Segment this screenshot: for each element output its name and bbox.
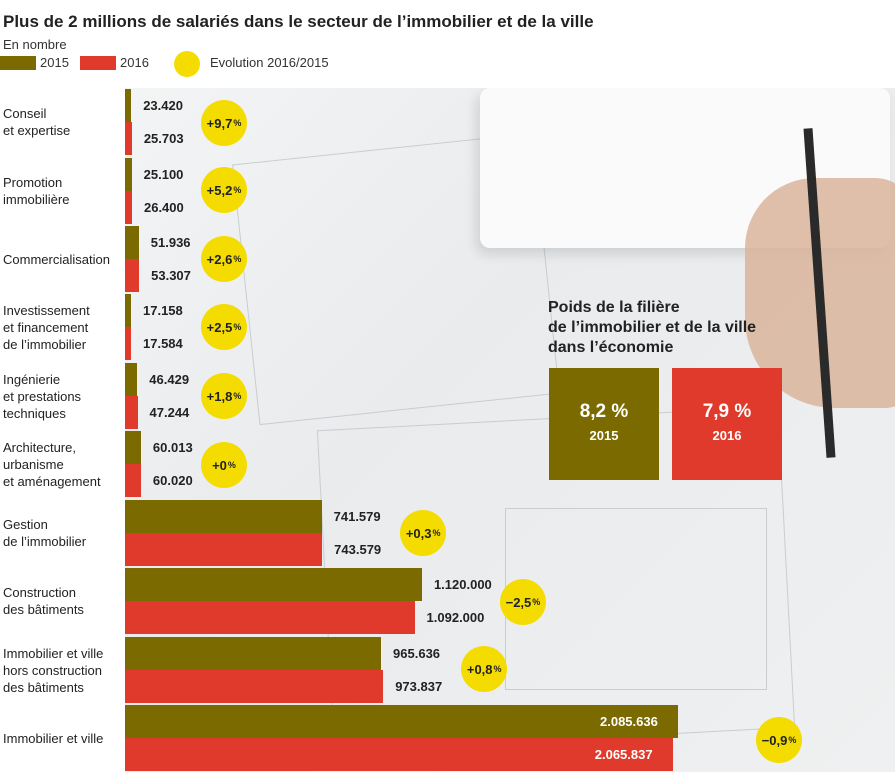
evolution-value: +0 xyxy=(212,457,227,473)
weight-value-2015: 8,2 % xyxy=(579,401,629,422)
evolution-value: +0,8 xyxy=(466,661,493,677)
value-label-2015: 2.085.636 xyxy=(600,714,658,729)
evolution-bubble: +1,8% xyxy=(201,373,247,419)
evolution-bubble: −2,5% xyxy=(499,579,546,625)
evolution-bubble: +0,8% xyxy=(461,646,508,692)
bar-2015 xyxy=(125,500,322,533)
bar-2016 xyxy=(125,464,141,497)
category-label: Construction des bâtiments xyxy=(3,585,84,617)
bar-2016 xyxy=(125,259,140,292)
category-label: Conseil et expertise xyxy=(3,106,71,138)
value-label-2015: 51.936 xyxy=(150,235,191,250)
category-label: Immobilier et ville hors construction de… xyxy=(3,645,104,695)
bar-2016 xyxy=(125,670,384,703)
weight-box-2015: 8,2 % 2015 xyxy=(549,368,659,480)
value-label-2015: 965.636 xyxy=(393,646,441,661)
evolution-bubble: −0,9% xyxy=(756,717,802,763)
value-label-2016: 17.584 xyxy=(143,336,183,351)
value-label-2015: 741.579 xyxy=(333,509,381,524)
evolution-unit: % xyxy=(233,185,242,195)
category-label: Ingénierie et prestations techniques xyxy=(3,371,82,421)
bar-2015 xyxy=(125,705,678,738)
evolution-value: +9,7 xyxy=(206,115,233,131)
value-label-2015: 17.158 xyxy=(143,303,183,318)
category-label: Immobilier et ville xyxy=(3,730,104,746)
bar-2016 xyxy=(125,601,415,634)
evolution-unit: % xyxy=(432,528,441,538)
bar-2016 xyxy=(125,533,323,566)
bar-2015 xyxy=(125,637,382,670)
evolution-value: +0,3 xyxy=(405,525,432,541)
value-label-2015: 60.013 xyxy=(152,440,193,455)
left-column-background xyxy=(0,88,125,772)
bar-2015 xyxy=(125,294,131,327)
category-label: Investissement et financement de l’immob… xyxy=(3,302,90,352)
chart-title: Plus de 2 millions de salariés dans le s… xyxy=(3,12,594,31)
bar-2016 xyxy=(125,122,132,155)
value-label-2016: 973.837 xyxy=(395,679,443,694)
value-label-2016: 26.400 xyxy=(143,200,184,215)
value-label-2015: 46.429 xyxy=(149,372,190,387)
bar-2016 xyxy=(125,396,138,429)
category-label: Promotion immobilière xyxy=(3,175,70,207)
evolution-unit: % xyxy=(233,391,242,401)
evolution-unit: % xyxy=(227,460,236,470)
legend-label-evolution: Evolution 2016/2015 xyxy=(210,55,329,70)
evolution-unit: % xyxy=(532,597,541,607)
evolution-bubble: +2,6% xyxy=(201,236,247,282)
legend-evolution-dot xyxy=(174,51,200,77)
value-label-2015: 25.100 xyxy=(143,167,184,182)
evolution-value: +2,5 xyxy=(206,319,233,335)
evolution-unit: % xyxy=(233,254,242,264)
evolution-value: +2,6 xyxy=(206,251,233,267)
bar-2016 xyxy=(125,327,131,360)
bar-2015 xyxy=(125,226,139,259)
weight-panel-title: Poids de la filière de l’immobilier et d… xyxy=(548,299,757,356)
bar-2016 xyxy=(125,191,132,224)
bar-2015 xyxy=(125,363,138,396)
evolution-unit: % xyxy=(233,118,242,128)
value-label-2016: 743.579 xyxy=(334,542,382,557)
value-label-2016: 1.092.000 xyxy=(426,610,485,625)
evolution-unit: % xyxy=(493,664,502,674)
category-label: Commercialisation xyxy=(3,251,110,267)
evolution-bubble: +5,2% xyxy=(201,167,247,213)
evolution-value: −2,5 xyxy=(505,594,532,610)
value-label-2016: 47.244 xyxy=(149,405,190,420)
value-label-2015: 1.120.000 xyxy=(433,577,492,592)
legend-swatch-2015 xyxy=(0,56,36,70)
category-label: Architecture, urbanisme et aménagement xyxy=(3,439,101,489)
weight-year-2015: 2015 xyxy=(589,428,619,443)
evolution-unit: % xyxy=(788,735,797,745)
evolution-value: −0,9 xyxy=(761,732,788,748)
value-label-2016: 60.020 xyxy=(152,473,193,488)
weight-value-2016: 7,9 % xyxy=(702,401,752,422)
evolution-bubble: +2,5% xyxy=(201,304,247,350)
value-label-2016: 25.703 xyxy=(143,131,184,146)
evolution-bubble: +9,7% xyxy=(201,100,247,146)
value-label-2015: 23.420 xyxy=(143,98,183,113)
evolution-unit: % xyxy=(233,322,242,332)
value-label-2016: 2.065.837 xyxy=(594,747,653,762)
weight-box-2016: 7,9 % 2016 xyxy=(672,368,782,480)
bar-2015 xyxy=(125,431,141,464)
chart-subtitle: En nombre xyxy=(3,37,67,52)
value-label-2016: 53.307 xyxy=(151,268,191,283)
legend-swatch-2016 xyxy=(80,56,116,70)
evolution-value: +5,2 xyxy=(206,182,233,198)
evolution-bubble: +0% xyxy=(201,442,247,488)
weight-year-2016: 2016 xyxy=(712,428,742,443)
bar-2016 xyxy=(125,738,673,771)
category-label: Gestion de l’immobilier xyxy=(3,517,87,549)
bar-2015 xyxy=(125,568,422,601)
bar-2015 xyxy=(125,158,132,191)
evolution-value: +1,8 xyxy=(206,388,233,404)
legend-label-2016: 2016 xyxy=(120,55,149,70)
bar-2015 xyxy=(125,89,132,122)
legend-label-2015: 2015 xyxy=(40,55,69,70)
evolution-bubble: +0,3% xyxy=(400,510,447,556)
